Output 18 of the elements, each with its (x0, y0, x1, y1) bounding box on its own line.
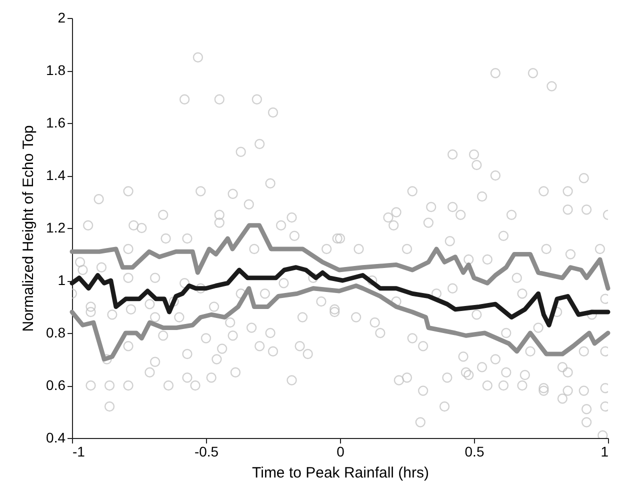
x-tick-label: 0.5 (464, 444, 484, 460)
y-tick-label: 1 (58, 272, 66, 288)
line-series (70, 223, 610, 291)
y-axis-title: Normalized Height of Echo Top (20, 125, 38, 332)
x-tick-label: -1 (72, 444, 86, 460)
y-tick-label: 1.6 (46, 114, 66, 130)
y-tick-label: 1.4 (46, 167, 66, 183)
x-tick-label: 1 (600, 444, 609, 460)
line-series (70, 284, 610, 362)
y-tick-label: 2 (58, 10, 66, 26)
y-tick-label: 0.4 (46, 430, 66, 446)
y-tick-label: 0.6 (46, 377, 66, 393)
y-tick-label: 0.8 (46, 324, 66, 340)
x-tick-label: 0 (336, 444, 345, 460)
y-tick-label: 1.2 (46, 220, 66, 236)
x-tick-label: -0.5 (194, 444, 219, 460)
x-axis-title: Time to Peak Rainfall (hrs) (252, 464, 429, 482)
y-tick-label: 1.8 (46, 62, 66, 78)
